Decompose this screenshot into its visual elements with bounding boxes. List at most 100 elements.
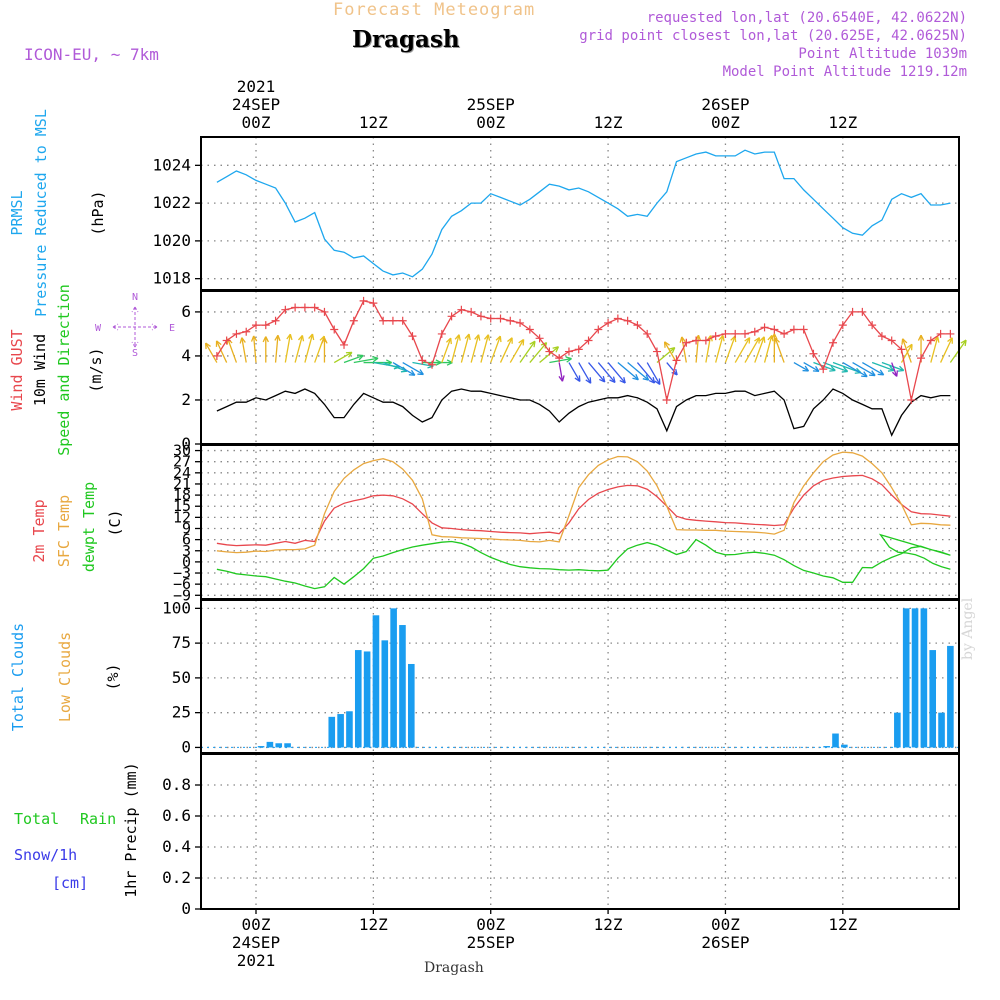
wind-arrow [241,337,247,363]
wind-gust-marker [516,318,525,327]
wind-arrow-head [609,376,616,384]
top-time-label: 12Z [359,113,388,132]
wind-arrow [588,362,606,383]
wind-gust-marker [408,332,417,341]
wind-arrow [871,361,895,372]
wind-arrow-head [574,375,581,382]
wind-arrow-head [552,346,560,353]
pressure-label-msl: Pressure Reduced to MSL [32,109,50,317]
wind-gust-marker [643,329,652,338]
temp-sfc-line [216,451,951,554]
wind-arrow [529,342,548,363]
wind-arrow [343,354,364,364]
wind-arrow-head [286,333,293,341]
y-tick-label: 0 [182,553,191,571]
y-tick-label: 12 [173,508,191,526]
wind-gust-marker [594,325,603,334]
y-tick-label: 0.2 [162,868,191,887]
wind-arrow-head [901,338,908,345]
wind-gust-marker [535,334,544,343]
wind-gust-marker [848,307,857,316]
wind-arrow [763,335,773,363]
y-tick-label: 21 [173,475,191,493]
wind-gust-marker [799,325,808,334]
wind-gust-marker [261,321,270,330]
wind-arrow [284,334,291,363]
wind-arrow-head [408,369,416,376]
wind-arrow-head [558,375,565,382]
wind-gust-marker [271,316,280,325]
wind-gust-marker [819,365,828,374]
wind-gust-marker [418,356,427,365]
wind-arrow-head [648,377,656,384]
panel-frame-clouds [200,599,960,754]
wind-gust-marker [936,329,945,338]
cloud-bar [823,746,830,748]
wind-arrow-head [829,365,836,372]
wind-gust-marker [887,336,896,345]
y-tick-label: 1018 [152,269,191,288]
wind-unit-label: (m/s) [87,347,105,392]
compass-arrows [112,306,158,348]
wind-arrow [460,333,470,363]
y-tick-label: 1022 [152,193,191,212]
cloud-bar [894,712,901,748]
cloud-bar [337,714,344,748]
wind-arrow [607,362,626,384]
wind-arrow [734,337,751,363]
wind-arrow [392,361,416,376]
wind-arrow-head [744,337,751,344]
wind-arrow [353,357,379,364]
clouds-unit-label: (%) [104,663,122,690]
model-label: ICON-EU, ~ 7km [24,45,159,64]
y-tick-label: 0 [181,737,191,756]
cloud-bar [902,608,910,748]
y-tick-label: −6 [173,575,191,593]
wind-gust-marker [398,316,407,325]
wind-arrow [274,335,279,363]
temp-2m-line [216,474,951,547]
wind-arrow [862,361,884,376]
wind-gust-marker [750,327,759,336]
wind-arrow [412,361,434,367]
panel-frame-temperature [200,444,960,600]
wind-arrow [549,357,572,364]
wind-gust-marker [741,329,749,338]
wind-arrow-head [599,375,606,383]
wind-arrow-head [654,378,661,385]
wind-gust-marker [662,395,671,404]
wind-arrow-head [812,366,820,372]
y-tick-label: 75 [172,633,191,652]
wind-arrow-head [529,340,536,348]
wind-arrow-head [947,337,953,344]
wind-arrow-head [215,340,222,347]
y-tick-label: 0.8 [162,775,191,794]
wind-arrow-head [464,333,471,341]
wind-gust-marker [447,312,456,321]
y-tick-label: 3 [182,542,191,560]
wind-10m-label: 10m Wind [31,334,49,406]
wind-gust-marker [682,338,691,347]
wind-arrow [333,351,353,364]
wind-speed-line [216,388,951,437]
wind-arrow-head [585,377,592,384]
y-tick-label: 6 [182,531,191,549]
wind-arrow-head [565,356,572,363]
wind-arrow [715,335,724,363]
cloud-bar [346,711,353,748]
wind-gust-marker [242,327,251,336]
compass-s: S [132,348,138,359]
y-tick-label: 4 [181,346,191,365]
wind-arrow [852,361,876,377]
bottom-time-label: 00Z [711,915,740,934]
wind-gust-marker [711,332,720,341]
cloud-bar [275,743,283,748]
wind-arrow-head [841,366,849,373]
y-tick-label: 25 [172,703,191,722]
y-tick-label: −9 [173,586,191,604]
wind-arrow-head [308,333,315,341]
dewpoint-label: dewpt Temp [80,482,98,572]
y-tick-label: 9 [182,519,191,537]
wind-arrow [681,336,687,363]
wind-gust-marker [330,325,339,334]
